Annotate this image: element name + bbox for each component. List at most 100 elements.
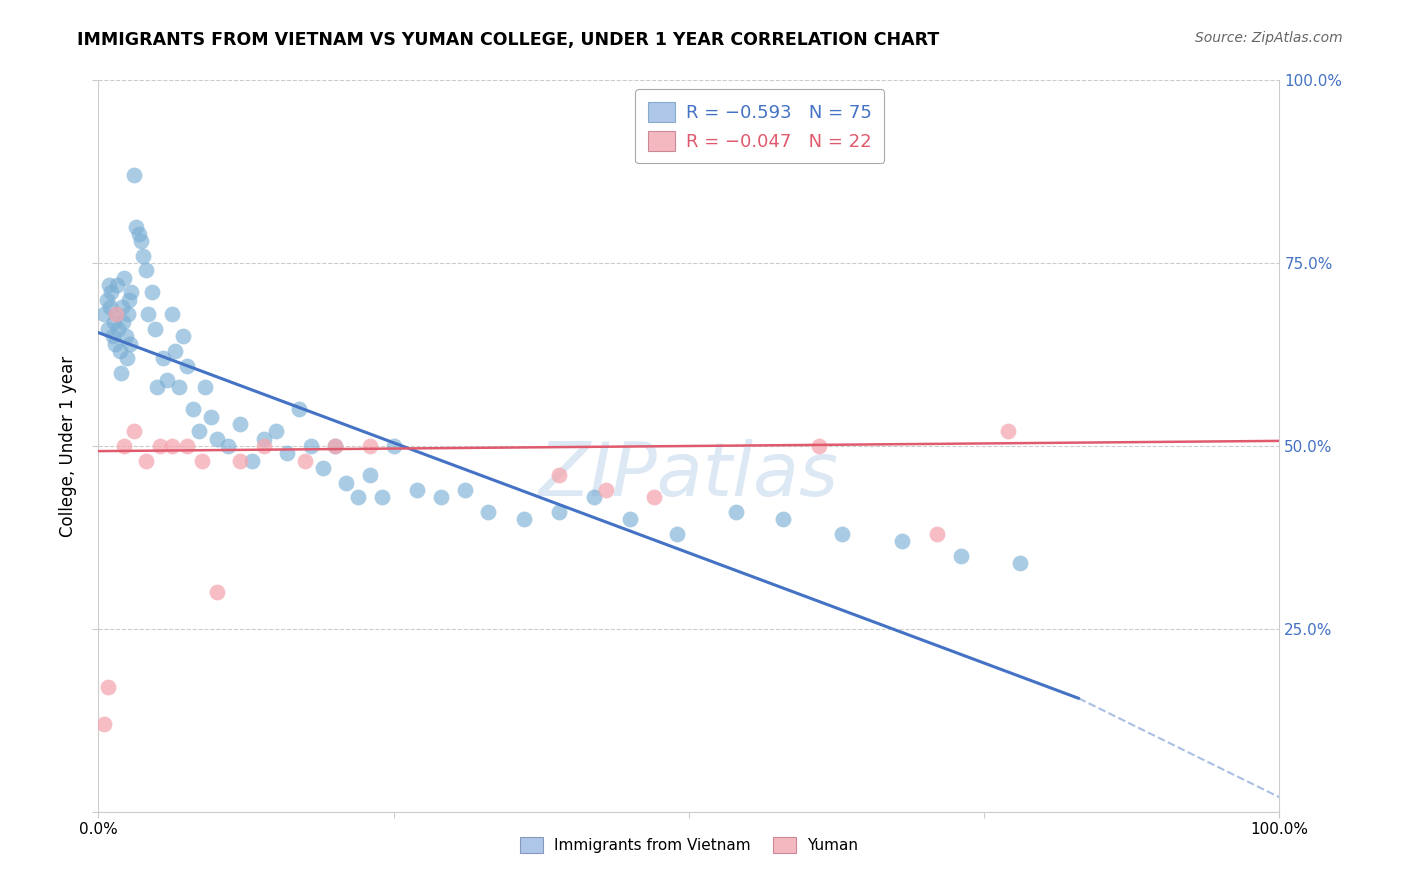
Point [831, 526, 853, 541]
Point [176, 439, 198, 453]
Point [264, 425, 287, 439]
Point [135, 263, 157, 277]
Point [112, 315, 135, 329]
Point [160, 307, 183, 321]
Point [125, 219, 148, 234]
Point [643, 490, 665, 504]
Point [229, 453, 252, 467]
Point [97, 681, 120, 695]
Point [136, 307, 159, 321]
Point [111, 300, 134, 314]
Legend: Immigrants from Vietnam, Yuman: Immigrants from Vietnam, Yuman [515, 830, 863, 859]
Point [299, 439, 322, 453]
Point [100, 285, 122, 300]
Point [107, 322, 129, 336]
Point [132, 249, 155, 263]
Point [925, 526, 948, 541]
Point [156, 373, 179, 387]
Point [548, 468, 571, 483]
Text: Source: ZipAtlas.com: Source: ZipAtlas.com [1195, 31, 1343, 45]
Point [160, 439, 183, 453]
Point [200, 409, 222, 424]
Point [725, 505, 748, 519]
Point [217, 439, 239, 453]
Point [181, 402, 204, 417]
Point [97, 322, 120, 336]
Point [108, 343, 131, 358]
Point [143, 322, 166, 336]
Point [406, 483, 429, 497]
Point [890, 534, 912, 549]
Point [807, 439, 830, 453]
Point [187, 425, 209, 439]
Text: IMMIGRANTS FROM VIETNAM VS YUMAN COLLEGE, UNDER 1 YEAR CORRELATION CHART: IMMIGRANTS FROM VIETNAM VS YUMAN COLLEGE… [77, 31, 939, 49]
Point [105, 307, 128, 321]
Point [240, 453, 263, 467]
Point [112, 439, 135, 453]
Point [98, 300, 121, 314]
Point [253, 439, 276, 453]
Point [949, 549, 972, 563]
Point [122, 169, 145, 183]
Point [359, 439, 381, 453]
Point [96, 293, 118, 307]
Point [253, 432, 276, 446]
Point [512, 512, 534, 526]
Point [288, 402, 311, 417]
Point [135, 453, 157, 467]
Point [117, 307, 139, 321]
Point [548, 505, 571, 519]
Point [105, 307, 128, 321]
Point [229, 417, 252, 431]
Point [205, 585, 228, 599]
Point [93, 307, 115, 321]
Point [121, 285, 143, 300]
Point [98, 278, 121, 293]
Point [112, 270, 135, 285]
Point [165, 343, 187, 358]
Point [176, 359, 198, 373]
Point [194, 380, 217, 394]
Point [128, 227, 150, 241]
Point [276, 446, 298, 460]
Point [323, 439, 346, 453]
Point [323, 439, 346, 453]
Point [152, 351, 174, 366]
Point [120, 336, 142, 351]
Point [453, 483, 475, 497]
Point [371, 490, 394, 504]
Point [110, 366, 132, 380]
Point [335, 475, 357, 490]
Text: ZIPatlas: ZIPatlas [538, 439, 839, 511]
Point [583, 490, 606, 504]
Point [103, 315, 125, 329]
Point [294, 453, 316, 467]
Point [430, 490, 453, 504]
Point [172, 329, 194, 343]
Point [347, 490, 370, 504]
Point [595, 483, 617, 497]
Point [122, 425, 145, 439]
Point [666, 526, 689, 541]
Point [167, 380, 190, 394]
Point [477, 505, 499, 519]
Point [146, 380, 169, 394]
Point [115, 351, 138, 366]
Point [101, 329, 124, 343]
Point [149, 439, 172, 453]
Point [118, 293, 141, 307]
Point [114, 329, 136, 343]
Point [772, 512, 794, 526]
Point [359, 468, 381, 483]
Point [1008, 556, 1031, 570]
Point [997, 425, 1019, 439]
Point [141, 285, 163, 300]
Point [104, 336, 127, 351]
Point [619, 512, 641, 526]
Y-axis label: College, Under 1 year: College, Under 1 year [59, 355, 77, 537]
Point [205, 432, 228, 446]
Point [93, 717, 115, 731]
Point [105, 278, 128, 293]
Point [382, 439, 405, 453]
Point [191, 453, 214, 467]
